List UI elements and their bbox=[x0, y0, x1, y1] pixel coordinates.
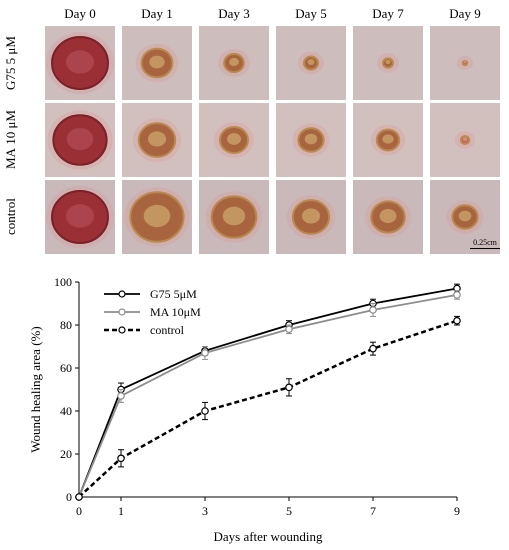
row-label-line1: MA bbox=[3, 148, 18, 170]
wound-photo bbox=[199, 180, 269, 254]
wound-photo bbox=[45, 26, 115, 100]
data-point bbox=[201, 349, 209, 357]
day-header: Day 5 bbox=[295, 6, 327, 21]
row-label-line1: G75 bbox=[3, 67, 18, 90]
x-tick-label: 9 bbox=[454, 504, 460, 518]
day-header: Day 7 bbox=[372, 6, 404, 21]
day-header: Day 3 bbox=[218, 6, 250, 21]
legend-marker bbox=[118, 326, 126, 334]
legend-label: MA 10μM bbox=[150, 305, 201, 319]
series-line bbox=[78, 287, 458, 498]
wound-photo bbox=[122, 103, 192, 177]
data-point bbox=[453, 316, 461, 325]
y-tick-label: 40 bbox=[60, 404, 72, 418]
wound-photo bbox=[430, 103, 500, 177]
scale-bar: 0.25cm bbox=[470, 238, 500, 249]
scale-bar-line bbox=[470, 248, 500, 249]
data-point bbox=[75, 493, 83, 501]
legend-marker bbox=[118, 308, 126, 316]
wound-photo bbox=[430, 180, 500, 254]
data-point bbox=[369, 306, 377, 314]
data-point bbox=[117, 454, 125, 463]
day-header: Day 9 bbox=[449, 6, 481, 21]
wound-photo bbox=[353, 26, 423, 100]
wound-photo bbox=[353, 180, 423, 254]
wound-photo bbox=[430, 26, 500, 100]
legend-label: G75 5μM bbox=[150, 287, 197, 301]
data-point bbox=[369, 344, 377, 353]
y-axis-label: Wound healing area (%) bbox=[28, 326, 43, 452]
wound-photo bbox=[276, 180, 346, 254]
wound-photo bbox=[199, 26, 269, 100]
series-line bbox=[78, 294, 458, 498]
wound-photo bbox=[122, 180, 192, 254]
row-label-line2: 5 μM bbox=[3, 36, 18, 65]
wound-photo bbox=[353, 103, 423, 177]
x-tick-label: 0 bbox=[76, 504, 82, 518]
wound-photo bbox=[45, 103, 115, 177]
x-tick-label: 5 bbox=[286, 504, 292, 518]
healing-line-chart: 0 20 40 60 80 100 0 1 3 5 7 9 Days after wounding Wou… bbox=[28, 275, 461, 544]
x-tick-label: 3 bbox=[202, 504, 208, 518]
data-point bbox=[201, 407, 209, 415]
y-tick-label: 100 bbox=[54, 275, 72, 289]
x-axis-label: Days after wounding bbox=[213, 529, 323, 544]
legend-marker bbox=[118, 290, 126, 298]
scale-bar-label: 0.25cm bbox=[473, 238, 497, 247]
data-point bbox=[285, 383, 293, 392]
row-label-line1: control bbox=[3, 198, 18, 236]
wound-photo bbox=[199, 103, 269, 177]
x-tick-label: 7 bbox=[370, 504, 376, 518]
row-label-g75: G75 5 μM bbox=[3, 26, 32, 100]
row-label-line2: 10 μM bbox=[3, 110, 18, 146]
day-header: Day 1 bbox=[141, 6, 173, 21]
row-label-ma: MA 10 μM bbox=[3, 103, 32, 177]
day-header: Day 0 bbox=[64, 6, 96, 21]
y-tick-label: 60 bbox=[60, 361, 72, 375]
data-point bbox=[285, 325, 293, 334]
legend-label: control bbox=[150, 323, 185, 337]
x-tick-label: 1 bbox=[118, 504, 124, 518]
y-tick-label: 20 bbox=[60, 447, 72, 461]
data-point bbox=[117, 392, 125, 400]
wound-photo bbox=[122, 26, 192, 100]
wound-photo bbox=[276, 26, 346, 100]
series-line bbox=[78, 319, 458, 498]
data-point bbox=[453, 291, 461, 299]
wound-photo bbox=[276, 103, 346, 177]
y-tick-label: 80 bbox=[60, 318, 72, 332]
y-tick-label: 0 bbox=[66, 490, 72, 504]
row-label-control: control bbox=[3, 180, 32, 254]
wound-photo bbox=[45, 180, 115, 254]
